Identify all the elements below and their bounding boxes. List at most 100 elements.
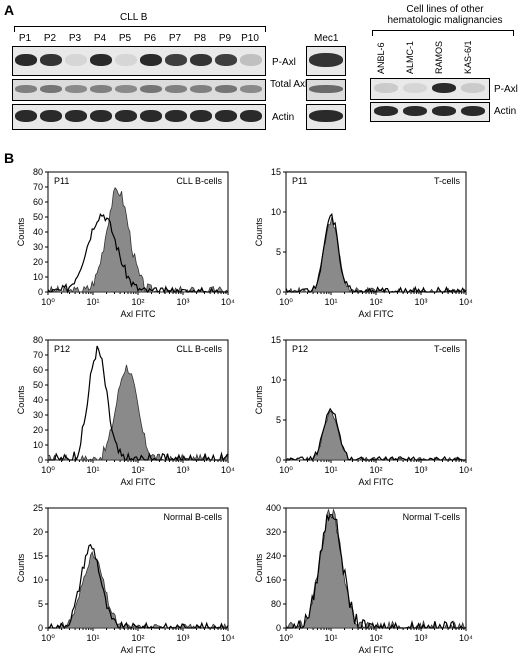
other-actin-band-2 <box>403 106 427 116</box>
y-tick-label: 10 <box>33 272 43 282</box>
p-axl-band-4 <box>90 54 112 66</box>
total-axl-band-9 <box>215 85 237 93</box>
p-axl-band-1 <box>15 54 37 66</box>
other-p-axl-band-2 <box>403 83 427 93</box>
other-actin-band-1 <box>374 106 398 116</box>
mec1-label: Mec1 <box>314 33 339 44</box>
p-axl-band-5 <box>115 54 137 66</box>
other-blot-actin <box>370 102 490 122</box>
histogram-1: 0 10 20 30 40 50 60 70 80 10⁰ 10¹ 10² 10³ 10⁴ Axl FITC… <box>16 167 235 319</box>
actin-band-9 <box>215 110 237 122</box>
y-tick-label: 160 <box>266 575 281 585</box>
y-tick-label: 15 <box>271 167 281 177</box>
x-tick-label: 10⁴ <box>221 465 235 475</box>
population-label: Normal T-cells <box>403 512 461 522</box>
x-tick-label: 10² <box>131 297 144 307</box>
actin-band-10 <box>240 110 262 122</box>
other-group-title-line1: Cell lines of other <box>406 4 484 15</box>
y-tick-label: 15 <box>271 335 281 345</box>
other-actin-band-3 <box>432 106 456 116</box>
open-histogram <box>48 543 229 630</box>
x-tick-label: 10³ <box>414 297 427 307</box>
x-axis-label: Axl FITC <box>121 645 156 655</box>
population-label: T-cells <box>434 176 461 186</box>
open-histogram <box>286 407 466 462</box>
y-tick-label: 240 <box>266 551 281 561</box>
other-actin-band-4 <box>461 106 485 116</box>
p-axl-band-7 <box>165 54 187 66</box>
x-tick-label: 10¹ <box>86 297 99 307</box>
histogram-4: 0 5 10 15 10⁰ 10¹ 10² 10³ 10⁴ Axl FITC Counts P12 T-… <box>254 335 473 487</box>
cll-group-label: CLL B <box>120 12 148 23</box>
total-axl-band-3 <box>65 85 87 93</box>
histogram-6: 0 80 160 240 320 400 10⁰ 10¹ 10² 10³ 10⁴ Axl FITC Co… <box>254 503 473 655</box>
open-histogram <box>286 513 467 630</box>
cll-group-bracket <box>14 26 266 32</box>
x-tick-label: 10⁰ <box>41 297 55 307</box>
filled-histogram <box>285 508 466 630</box>
lane-label-p5: P5 <box>118 33 132 44</box>
lane-label-p2: P2 <box>43 33 57 44</box>
mec1-blot-total-axl <box>306 79 346 101</box>
filled-histogram <box>48 187 229 294</box>
total-axl-band-7 <box>165 85 187 93</box>
x-tick-label: 10¹ <box>324 297 337 307</box>
x-tick-label: 10³ <box>176 465 189 475</box>
p-axl-band-6 <box>140 54 162 66</box>
lane-label-p3: P3 <box>68 33 82 44</box>
y-tick-label: 40 <box>33 395 43 405</box>
total-axl-band-6 <box>140 85 162 93</box>
open-histogram <box>47 213 228 294</box>
total-axl-band-5 <box>115 85 137 93</box>
y-tick-label: 80 <box>271 599 281 609</box>
y-tick-label: 10 <box>271 207 281 217</box>
y-tick-label: 70 <box>33 182 43 192</box>
x-axis-label: Axl FITC <box>359 645 394 655</box>
sample-label: P11 <box>54 176 69 186</box>
actin-band-1 <box>15 110 37 122</box>
p-axl-band-8 <box>190 54 212 66</box>
total-axl-band-1 <box>15 85 37 93</box>
mec1-blot-actin <box>306 104 346 130</box>
x-tick-label: 10⁴ <box>459 465 473 475</box>
filled-histogram <box>46 551 229 630</box>
actin-band-5 <box>115 110 137 122</box>
x-tick-label: 10¹ <box>86 465 99 475</box>
x-axis-label: Axl FITC <box>121 477 156 487</box>
x-tick-label: 10⁰ <box>279 633 293 643</box>
x-tick-label: 10² <box>369 633 382 643</box>
x-tick-label: 10² <box>369 465 382 475</box>
x-tick-label: 10² <box>369 297 382 307</box>
sample-label: P11 <box>292 176 307 186</box>
open-histogram <box>285 213 467 294</box>
actin-band-2 <box>40 110 62 122</box>
y-tick-label: 20 <box>33 257 43 267</box>
panel-a-letter: A <box>4 2 15 18</box>
y-tick-label: 5 <box>38 599 43 609</box>
x-tick-label: 10³ <box>414 633 427 643</box>
y-tick-label: 0 <box>276 623 281 633</box>
filled-histogram <box>285 216 467 294</box>
population-label: T-cells <box>434 344 461 354</box>
lane-label-p10: P10 <box>241 33 259 44</box>
other-p-axl-band-1 <box>374 83 398 93</box>
y-tick-label: 30 <box>33 242 43 252</box>
y-tick-label: 80 <box>33 335 43 345</box>
filled-histogram <box>285 410 466 461</box>
lane-label-p9: P9 <box>218 33 232 44</box>
y-tick-label: 10 <box>33 440 43 450</box>
y-axis-label: Counts <box>16 385 26 414</box>
y-tick-label: 0 <box>276 287 281 297</box>
y-tick-label: 60 <box>33 365 43 375</box>
x-tick-label: 10⁴ <box>459 633 473 643</box>
total-axl-band-2 <box>40 85 62 93</box>
y-axis-label: Counts <box>16 553 26 582</box>
other-p-axl-band-3 <box>432 83 456 93</box>
x-tick-label: 10⁰ <box>279 297 293 307</box>
y-tick-label: 60 <box>33 197 43 207</box>
x-tick-label: 10³ <box>414 465 427 475</box>
y-tick-label: 30 <box>33 410 43 420</box>
y-tick-label: 5 <box>276 247 281 257</box>
total-axl-band-4 <box>90 85 112 93</box>
panel-b-letter: B <box>4 150 15 166</box>
